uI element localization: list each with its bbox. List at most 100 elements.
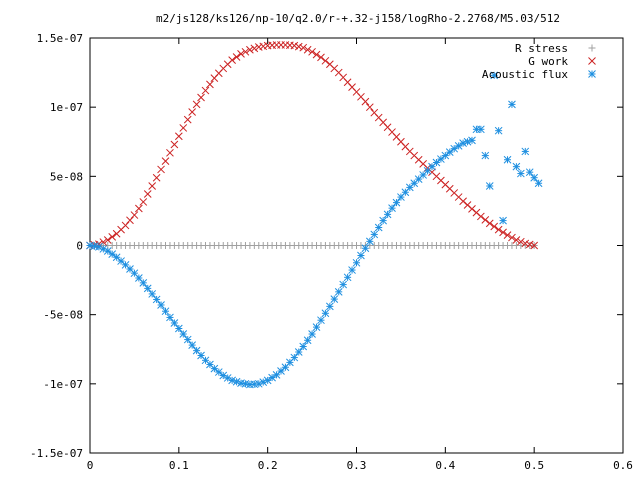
g-work-point xyxy=(530,241,539,250)
g-work-point xyxy=(525,240,534,249)
g-work-point xyxy=(321,56,330,65)
acoustic-flux-point xyxy=(299,342,308,351)
g-work-point xyxy=(135,204,143,213)
acoustic-flux-point xyxy=(432,158,441,167)
acoustic-flux-point xyxy=(485,182,494,190)
g-work-point xyxy=(143,190,152,198)
g-work-point xyxy=(299,43,308,52)
acoustic-flux-point xyxy=(463,137,472,146)
acoustic-flux-point xyxy=(450,144,459,153)
g-work-point xyxy=(312,50,321,59)
acoustic-flux-point xyxy=(321,309,330,318)
acoustic-flux-point xyxy=(148,290,157,298)
acoustic-flux-point xyxy=(308,330,316,338)
acoustic-flux-point xyxy=(103,247,112,255)
acoustic-flux-point xyxy=(357,251,365,260)
g-work-point xyxy=(508,233,516,242)
legend-markers xyxy=(588,44,596,78)
acoustic-flux-point xyxy=(392,198,401,207)
acoustic-flux-point xyxy=(441,151,450,160)
g-work-point xyxy=(246,45,254,54)
acoustic-flux-point xyxy=(143,284,152,293)
acoustic-flux-point xyxy=(157,301,165,309)
g-work-point xyxy=(365,103,374,112)
g-work-point xyxy=(188,108,197,116)
series-g-work xyxy=(86,41,539,250)
y-tick-label: 5e-08 xyxy=(50,170,83,183)
g-work-point xyxy=(157,165,165,174)
g-work-point xyxy=(477,212,485,221)
x-tick-label: 0 xyxy=(87,459,94,472)
g-work-point xyxy=(174,132,183,141)
series-layer xyxy=(86,41,543,389)
acoustic-flux-point xyxy=(388,204,396,213)
g-work-point xyxy=(152,173,161,182)
g-work-point xyxy=(232,53,241,61)
g-work-point xyxy=(361,97,370,106)
y-tick-label: 1e-07 xyxy=(50,101,83,114)
acoustic-flux-point xyxy=(459,139,467,147)
axes-layer: 0 0.1 0.2 0.3 0.4 0.5 0.6 -1.5e-07 -1e-07 -5e-08 0… xyxy=(30,32,633,472)
g-work-point xyxy=(303,45,312,54)
acoustic-flux-point xyxy=(330,295,339,303)
g-work-point xyxy=(294,42,303,51)
acoustic-flux-point xyxy=(161,307,170,316)
g-work-point xyxy=(130,211,139,219)
acoustic-flux-point xyxy=(166,313,174,322)
g-work-point xyxy=(206,80,214,89)
g-work-point xyxy=(201,86,210,95)
acoustic-flux-point xyxy=(530,173,539,182)
g-work-point xyxy=(126,216,134,225)
g-work-point xyxy=(166,148,174,157)
acoustic-flux-point xyxy=(232,377,241,386)
g-work-point xyxy=(228,56,236,64)
acoustic-flux-point xyxy=(183,335,192,344)
acoustic-flux-point xyxy=(135,274,143,282)
acoustic-flux-point xyxy=(499,216,507,225)
y-tick-label: 0 xyxy=(76,240,83,253)
acoustic-flux-point xyxy=(237,379,245,387)
g-work-point xyxy=(139,198,148,206)
acoustic-flux-point xyxy=(365,237,374,246)
acoustic-flux-point xyxy=(312,323,321,331)
g-work-point xyxy=(170,140,179,149)
y-tick-label: -1e-07 xyxy=(43,378,83,391)
acoustic-flux-point xyxy=(477,125,485,134)
acoustic-flux-point xyxy=(370,230,379,239)
acoustic-flux-point xyxy=(516,169,525,178)
acoustic-flux-point xyxy=(503,155,512,164)
legend-marker-acoustic-flux xyxy=(588,70,596,78)
g-work-point xyxy=(250,44,259,53)
legend-label-r-stress: R stress xyxy=(515,42,568,55)
acoustic-flux-point xyxy=(228,376,236,385)
acoustic-flux-point xyxy=(152,295,161,304)
acoustic-flux-point xyxy=(214,368,223,376)
acoustic-flux-point xyxy=(437,155,445,163)
g-work-point xyxy=(103,236,112,244)
acoustic-flux-point xyxy=(290,353,299,362)
legend-marker-r-stress xyxy=(588,44,596,52)
acoustic-flux-point xyxy=(374,223,383,232)
x-tick-label: 0.1 xyxy=(169,459,189,472)
acoustic-flux-point xyxy=(490,71,499,80)
x-tick-label: 0.2 xyxy=(258,459,278,472)
acoustic-flux-point xyxy=(170,319,179,327)
y-tick-label: -5e-08 xyxy=(43,309,83,322)
acoustic-flux-point xyxy=(179,330,188,338)
g-work-point xyxy=(481,216,490,224)
g-work-point xyxy=(237,50,245,58)
acoustic-flux-point xyxy=(174,324,183,333)
g-work-point xyxy=(197,93,205,102)
series-r-stress xyxy=(86,242,538,249)
g-work-point xyxy=(290,41,299,50)
chart-title: m2/js128/ks126/np-10/q2.0/r-+.32-j158/lo… xyxy=(156,12,560,25)
acoustic-flux-point xyxy=(508,100,516,109)
acoustic-flux-point xyxy=(303,336,312,345)
acoustic-flux-point xyxy=(210,364,219,373)
acoustic-flux-point xyxy=(352,258,361,267)
acoustic-flux-point xyxy=(481,151,490,160)
y-tick-label: 1.5e-07 xyxy=(37,32,83,45)
g-work-point xyxy=(512,236,521,244)
acoustic-flux-point xyxy=(494,126,503,135)
g-work-point xyxy=(179,124,188,132)
